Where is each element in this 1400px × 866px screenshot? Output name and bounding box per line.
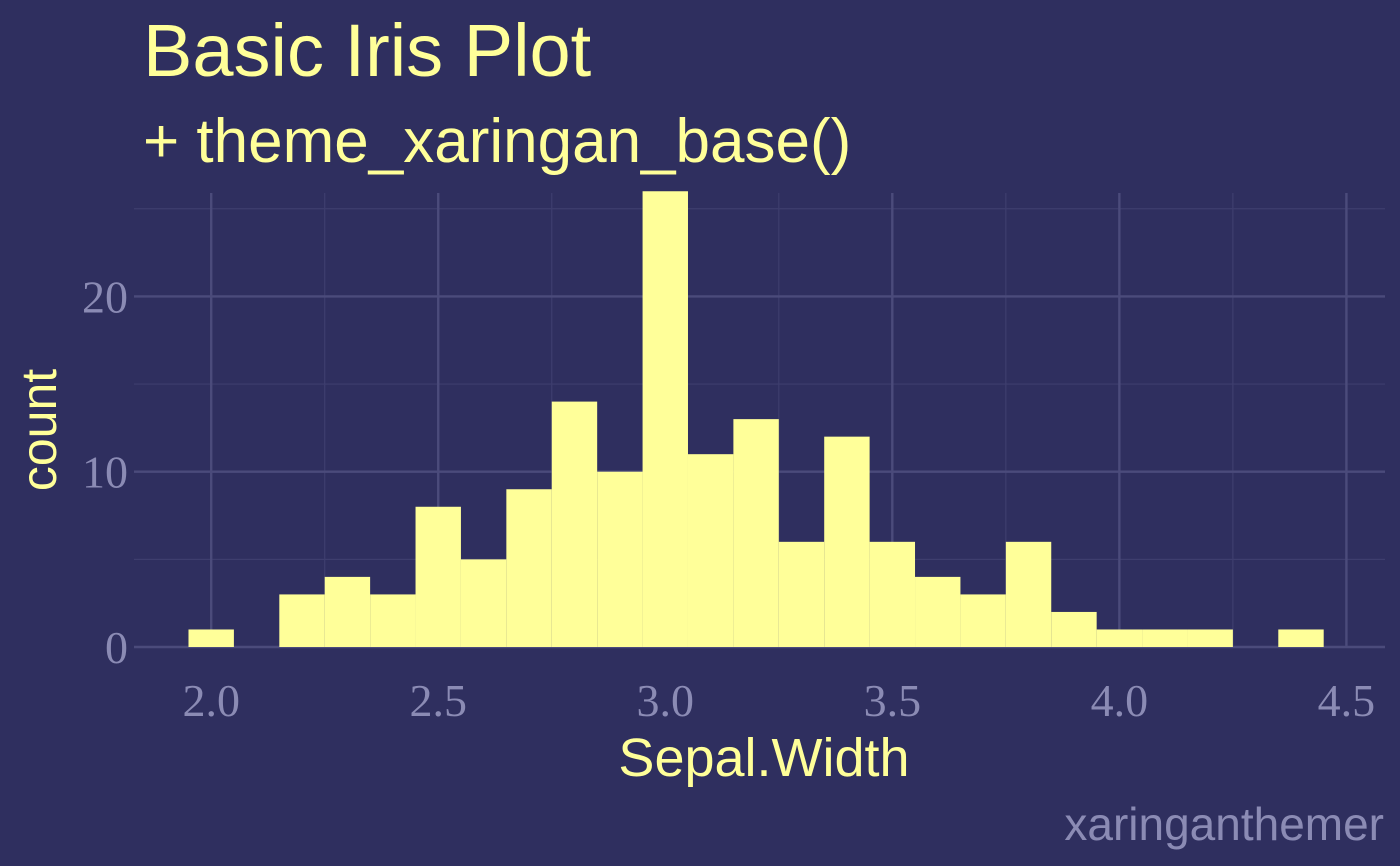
- x-tick-label: 4.0: [1091, 675, 1149, 726]
- x-tick-label: 3.0: [637, 675, 695, 726]
- histogram-bar: [687, 454, 734, 647]
- x-tick-label: 3.5: [864, 675, 922, 726]
- histogram-bar: [551, 401, 598, 647]
- histogram-bar: [506, 489, 552, 647]
- histogram-bar: [1005, 541, 1052, 647]
- histogram-bar: [824, 436, 870, 647]
- y-axis-label: count: [11, 369, 67, 491]
- histogram-bar: [324, 576, 371, 647]
- histogram-bar: [1278, 629, 1324, 647]
- histogram-bar: [1142, 629, 1188, 647]
- x-tick-label: 4.5: [1318, 675, 1376, 726]
- histogram-bar: [642, 191, 688, 647]
- histogram-bar: [733, 419, 779, 647]
- histogram-bar: [415, 506, 461, 647]
- histogram-bar: [778, 541, 825, 647]
- histogram-bar: [1051, 611, 1097, 647]
- histogram-bars: [188, 191, 1324, 647]
- histogram-bar: [915, 576, 961, 647]
- chart-title: Basic Iris Plot: [143, 9, 592, 92]
- y-tick-label: 20: [82, 271, 128, 322]
- histogram-bar: [370, 594, 416, 647]
- histogram-bar: [1096, 629, 1143, 647]
- histogram-bar: [869, 541, 916, 647]
- histogram-bar: [597, 471, 643, 647]
- histogram-bar: [188, 629, 234, 647]
- chart-caption: xaringanthemer: [1064, 798, 1384, 850]
- histogram-bar: [460, 559, 507, 647]
- histogram-bar: [1187, 629, 1233, 647]
- y-axis-ticks: 0 10 20: [82, 271, 128, 673]
- histogram-bar: [279, 594, 325, 647]
- y-tick-label: 10: [82, 447, 128, 498]
- x-axis-ticks: 2.0 2.5 3.0 3.5 4.0 4.5: [182, 675, 1375, 726]
- x-axis-label: Sepal.Width: [618, 728, 909, 788]
- x-tick-label: 2.0: [182, 675, 240, 726]
- y-tick-label: 0: [105, 622, 128, 673]
- chart-subtitle: + theme_xaringan_base(): [143, 107, 851, 176]
- histogram-bar: [960, 594, 1006, 647]
- x-tick-label: 2.5: [409, 675, 467, 726]
